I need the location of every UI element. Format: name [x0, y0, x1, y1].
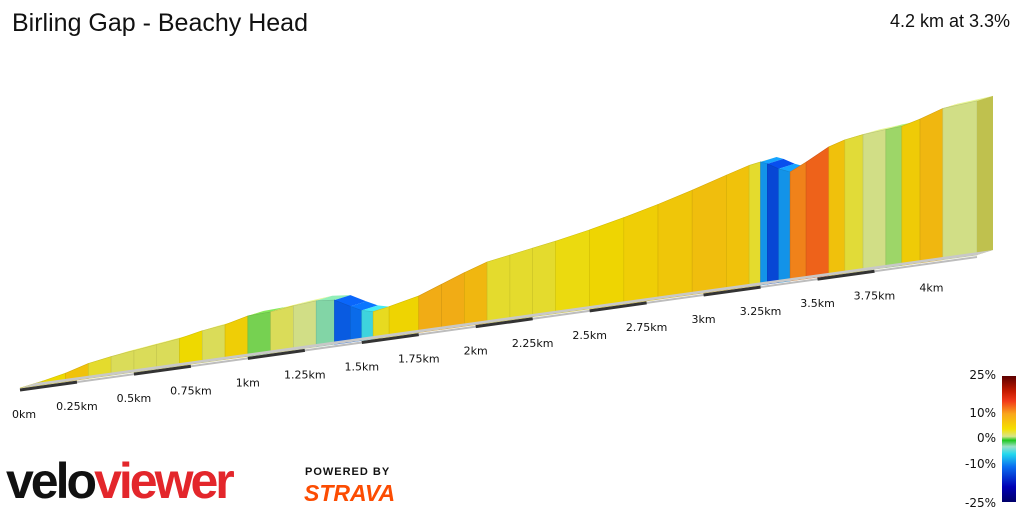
profile-segment-top: [350, 301, 378, 311]
profile-segment-face: [350, 305, 363, 343]
gradient-label-10: 10%: [969, 406, 996, 420]
profile-base-strip: [20, 250, 993, 388]
distance-tick-label: 4km: [919, 281, 943, 294]
gradient-label-neg10: -10%: [964, 457, 996, 471]
distance-tick-label: 0.5km: [117, 392, 152, 405]
distance-tick-label: 1.75km: [398, 353, 440, 366]
profile-segment-face: [247, 311, 271, 357]
profile-segment-face: [885, 125, 903, 269]
distance-tick-label: 1.5km: [344, 361, 379, 374]
profile-segment-face: [224, 315, 249, 360]
profile-segment-face: [862, 129, 887, 272]
distance-band: [475, 317, 533, 329]
profile-segment-face: [919, 107, 944, 264]
profile-segment-face: [334, 299, 351, 345]
profile-segment-face: [657, 189, 693, 300]
gradient-label-max: 25%: [969, 368, 996, 382]
profile-segment-face: [767, 163, 780, 285]
distance-tick-label: 3.5km: [800, 297, 835, 310]
chart-title: Birling Gap - Beachy Head: [12, 9, 308, 37]
profile-segment-face: [789, 161, 807, 282]
profile-segment-top: [361, 305, 390, 312]
profile-segment-face: [201, 324, 226, 364]
distance-tick-label: 0.75km: [170, 384, 212, 397]
climb-summary: 4.2 km at 3.3%: [889, 11, 1010, 31]
veloviewer-logo: veloviewer: [6, 452, 235, 510]
distance-band: [589, 301, 647, 313]
distance-tick-label: 0km: [12, 408, 36, 421]
distance-tick-label: 2.25km: [512, 337, 554, 350]
profile-segment-face: [805, 146, 830, 280]
profile-segment-top: [942, 95, 993, 109]
profile-segment-face: [486, 254, 511, 324]
profile-segment-face: [942, 100, 978, 261]
profile-segment-top: [293, 295, 333, 306]
distance-tick-label: 2km: [464, 345, 488, 358]
distance-band: [133, 364, 192, 376]
profile-segment-face: [270, 305, 294, 354]
gradient-label-min: -25%: [964, 496, 996, 510]
profile-segment-face: [372, 306, 390, 340]
profile-segment-face: [748, 161, 761, 288]
distance-tick-label: 3.25km: [740, 305, 782, 318]
logo-velo-text: velo: [6, 453, 97, 509]
profile-segment-face: [418, 283, 442, 333]
profile-segment-top: [316, 295, 351, 301]
profile-segment-top: [334, 295, 367, 307]
profile-segment-face: [623, 203, 659, 305]
profile-segment-face: [464, 261, 488, 327]
profile-segment-top: [760, 156, 784, 164]
profile-segment-face: [441, 272, 465, 330]
profile-segment-top: [767, 158, 795, 169]
profile-end-face: [977, 95, 993, 255]
profile-segment-top: [778, 163, 807, 172]
profile-segment-face: [726, 164, 750, 291]
profile-segment-face: [828, 139, 846, 276]
profile-segment-face: [760, 161, 768, 286]
profile-segment-face: [555, 229, 590, 314]
distance-band: [19, 380, 78, 392]
profile-segment-face: [844, 134, 864, 274]
profile-segment-face: [509, 247, 533, 321]
profile-segment-face: [293, 300, 317, 351]
profile-segment-face: [315, 299, 335, 348]
profile-segments: [19, 95, 993, 389]
profile-segment-top: [863, 124, 902, 135]
strava-logo: STRAVA: [304, 480, 396, 506]
distance-band: [361, 333, 419, 344]
distance-band: [247, 348, 306, 360]
distance-tick-label: 1km: [236, 376, 260, 389]
distance-band: [703, 285, 761, 297]
distance-tick-label: 1.25km: [284, 368, 326, 381]
logo-viewer-text: viewer: [94, 453, 235, 509]
gradient-legend-bar: [1002, 376, 1016, 502]
profile-segment-face: [691, 174, 727, 295]
powered-by-label: POWERED BY: [305, 466, 391, 478]
gradient-label-0: 0%: [976, 431, 996, 445]
profile-segment-face: [901, 118, 921, 266]
profile-segment-face: [532, 240, 556, 318]
distance-band: [817, 269, 875, 281]
profile-segment-face: [778, 168, 791, 283]
distance-tick-label: 2.75km: [626, 321, 668, 334]
distance-tick-label: 0.25km: [56, 400, 98, 413]
profile-segment-top: [247, 306, 287, 316]
profile-segment-face: [589, 217, 625, 310]
distance-tick-label: 2.5km: [572, 329, 607, 342]
distance-tick-label: 3km: [692, 313, 716, 326]
distance-axis: 0km 0.25km 0.5km 0.75km 1km 1.25km 1.5km 1.75km…: [12, 250, 993, 421]
distance-tick-label: 3.75km: [854, 289, 896, 302]
profile-segment-face: [361, 310, 374, 341]
